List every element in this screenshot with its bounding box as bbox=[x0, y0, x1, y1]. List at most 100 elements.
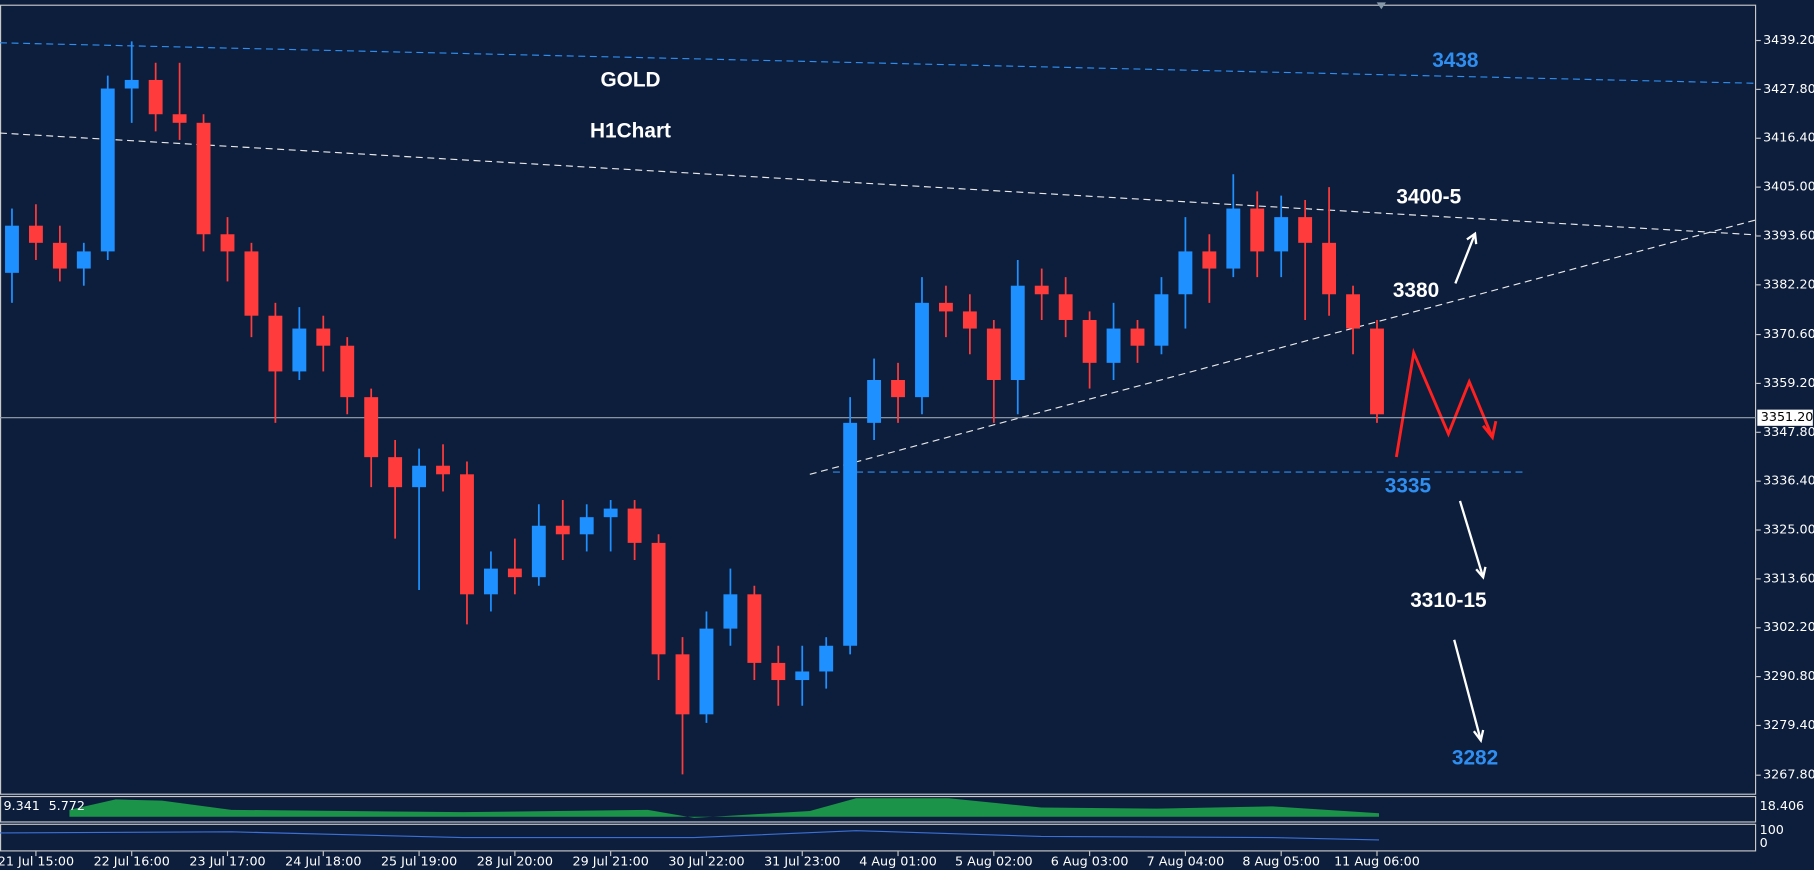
x-tick-label: 22 Jul 16:00 bbox=[94, 853, 170, 868]
x-tick-label: 11 Aug 06:00 bbox=[1334, 853, 1420, 868]
candle-body bbox=[52, 242, 67, 269]
candle-body bbox=[412, 465, 427, 488]
y-tick-label: 3336.40 bbox=[1763, 473, 1814, 488]
candle-body bbox=[747, 594, 762, 663]
annotation: 3400-5 bbox=[1396, 185, 1461, 208]
indicator-line bbox=[0, 830, 1380, 841]
candle-body bbox=[483, 568, 498, 595]
candle-body bbox=[819, 645, 834, 672]
indicator-value: 5.772 bbox=[49, 798, 85, 813]
frames bbox=[0, 4, 1757, 852]
x-tick-label: 5 Aug 02:00 bbox=[955, 853, 1033, 868]
main-frame bbox=[0, 4, 1757, 795]
candle-body bbox=[962, 311, 977, 329]
indicator-scale: 100 bbox=[1760, 822, 1784, 837]
candle-body bbox=[723, 594, 738, 629]
indicator-value: 9.341 bbox=[3, 798, 39, 813]
candle-body bbox=[938, 302, 953, 312]
scroll-marker bbox=[1376, 2, 1386, 10]
annotation: 3438 bbox=[1432, 49, 1478, 72]
candle-body bbox=[891, 379, 905, 398]
candle-body bbox=[148, 79, 163, 115]
candle-body bbox=[555, 525, 570, 535]
candle-body bbox=[986, 328, 1001, 380]
arrow-head bbox=[1475, 566, 1487, 580]
current-price-box bbox=[1757, 409, 1813, 426]
candle-body bbox=[5, 225, 19, 273]
y-tick-label: 3302.20 bbox=[1763, 619, 1814, 634]
chart-title: GOLD bbox=[600, 68, 660, 91]
candle-body bbox=[100, 88, 115, 252]
y-tick-label: 3325.00 bbox=[1763, 522, 1814, 537]
candle-body bbox=[28, 225, 43, 243]
indicator-frame bbox=[0, 795, 1757, 823]
candle-body bbox=[699, 628, 714, 715]
candle-body bbox=[795, 671, 810, 681]
candle-body bbox=[507, 568, 522, 578]
x-tick-label: 7 Aug 04:00 bbox=[1147, 853, 1225, 868]
candle-body bbox=[364, 397, 379, 458]
trend-lines bbox=[0, 42, 1757, 475]
chart-subtitle: H1Chart bbox=[590, 119, 671, 142]
candle-body bbox=[244, 251, 259, 316]
candle-body bbox=[531, 525, 546, 578]
candle-body bbox=[76, 251, 91, 269]
trend-line bbox=[0, 42, 1757, 84]
candle-body bbox=[867, 379, 882, 423]
y-tick-label: 3313.60 bbox=[1763, 570, 1814, 585]
candle-body bbox=[172, 114, 187, 123]
candle-body bbox=[1154, 294, 1169, 346]
y-tick-label: 3290.80 bbox=[1763, 668, 1814, 683]
current-price-label: 3351.20 bbox=[1761, 409, 1814, 424]
candle-body bbox=[579, 517, 594, 535]
arrow bbox=[1454, 233, 1477, 284]
trend-line bbox=[0, 132, 1757, 236]
arrow bbox=[1453, 639, 1482, 741]
candle-body bbox=[1034, 285, 1049, 295]
candle-body bbox=[1250, 208, 1265, 252]
candle-body bbox=[1058, 294, 1073, 320]
candle-body bbox=[268, 315, 283, 372]
candle-body bbox=[436, 465, 450, 475]
candle-body bbox=[915, 302, 929, 398]
arrow-head bbox=[1482, 420, 1498, 441]
candle-body bbox=[124, 79, 139, 89]
y-tick-label: 3279.40 bbox=[1763, 717, 1814, 732]
indicator-frame bbox=[0, 823, 1757, 852]
candle-body bbox=[603, 508, 618, 518]
projection-path bbox=[1394, 347, 1494, 458]
y-tick-label: 3427.80 bbox=[1763, 81, 1814, 96]
candle-body bbox=[675, 654, 690, 715]
x-tick-label: 28 Jul 20:00 bbox=[477, 853, 553, 868]
indicator-histogram bbox=[69, 798, 1380, 818]
candle-body bbox=[1346, 294, 1360, 329]
annotation: 3380 bbox=[1393, 279, 1439, 302]
candle-body bbox=[1370, 328, 1384, 415]
x-tick-label: 30 Jul 22:00 bbox=[668, 853, 744, 868]
annotation: 3282 bbox=[1452, 746, 1498, 769]
arrows bbox=[1453, 231, 1487, 744]
candle-body bbox=[292, 328, 307, 372]
arrow-head bbox=[1472, 729, 1485, 744]
annotation: 3335 bbox=[1385, 475, 1431, 498]
trend-line bbox=[809, 219, 1757, 475]
candle-body bbox=[1082, 319, 1097, 363]
candle-body bbox=[1106, 328, 1121, 363]
x-tick-label: 21 Jul 15:00 bbox=[0, 853, 74, 868]
candle-body bbox=[196, 122, 211, 235]
candle-body bbox=[388, 457, 403, 488]
y-tick-label: 3416.40 bbox=[1763, 130, 1814, 145]
indicator-scale: 18.406 bbox=[1760, 798, 1805, 813]
candle-body bbox=[1274, 217, 1289, 252]
candle-body bbox=[220, 234, 235, 252]
y-tick-label: 3347.80 bbox=[1763, 424, 1814, 439]
candle-body bbox=[340, 345, 355, 398]
candle-body bbox=[316, 328, 331, 346]
y-tick-label: 3393.60 bbox=[1763, 227, 1814, 242]
x-tick-label: 23 Jul 17:00 bbox=[189, 853, 265, 868]
candle-body bbox=[1130, 328, 1145, 346]
candle-body bbox=[1202, 251, 1217, 269]
x-tick-label: 29 Jul 21:00 bbox=[573, 853, 649, 868]
